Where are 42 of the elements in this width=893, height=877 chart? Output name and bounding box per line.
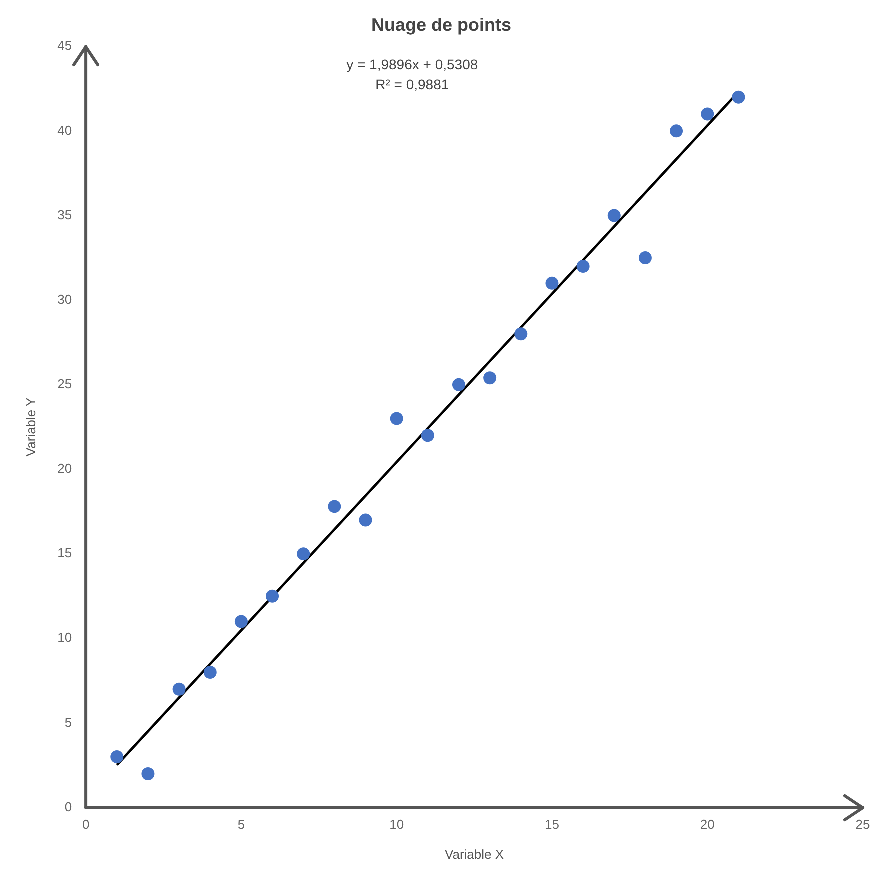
- x-tick-label: 15: [544, 817, 560, 832]
- point: [266, 590, 280, 603]
- point: [204, 666, 217, 679]
- y-tick-label: 40: [58, 122, 72, 138]
- x-axis-title: Variable X: [445, 846, 504, 862]
- x-tick-label: 5: [238, 817, 246, 832]
- y-tick-label: 25: [58, 376, 72, 392]
- y-tick-label: 0: [64, 799, 72, 814]
- point: [514, 328, 528, 341]
- chart-title: Nuage de points: [371, 14, 512, 35]
- y-tick-label: 10: [58, 630, 72, 646]
- x-tick-label: 25: [856, 817, 870, 832]
- annotation: R² = 0,9881: [376, 76, 450, 92]
- point: [142, 767, 155, 780]
- point: [608, 209, 621, 222]
- point: [638, 252, 652, 265]
- point: [576, 260, 590, 273]
- x-tick-label: 0: [82, 817, 90, 832]
- point: [297, 548, 310, 561]
- y-tick-label: 45: [58, 38, 72, 54]
- y-tick-label: 15: [58, 546, 72, 561]
- y-axis-title: Variable Y: [23, 397, 38, 457]
- y-tick-label: 35: [58, 207, 72, 222]
- point: [328, 500, 342, 514]
- point: [670, 124, 684, 138]
- point: [452, 378, 466, 392]
- point: [359, 514, 372, 527]
- y-tick-label: 20: [58, 461, 72, 476]
- x-tick-label: 10: [390, 817, 404, 832]
- point: [390, 412, 404, 426]
- point: [701, 108, 714, 121]
- point: [546, 276, 559, 290]
- x-tick-label: 20: [700, 817, 715, 832]
- point: [732, 90, 746, 104]
- annotation: y = 1,9896x + 0,5308: [346, 56, 478, 72]
- y-tick-label: 30: [58, 292, 72, 307]
- point: [421, 429, 434, 442]
- point: [484, 372, 497, 385]
- point: [110, 750, 124, 764]
- y-tick-label: 5: [64, 714, 72, 730]
- point: [234, 615, 248, 628]
- point: [172, 682, 186, 696]
